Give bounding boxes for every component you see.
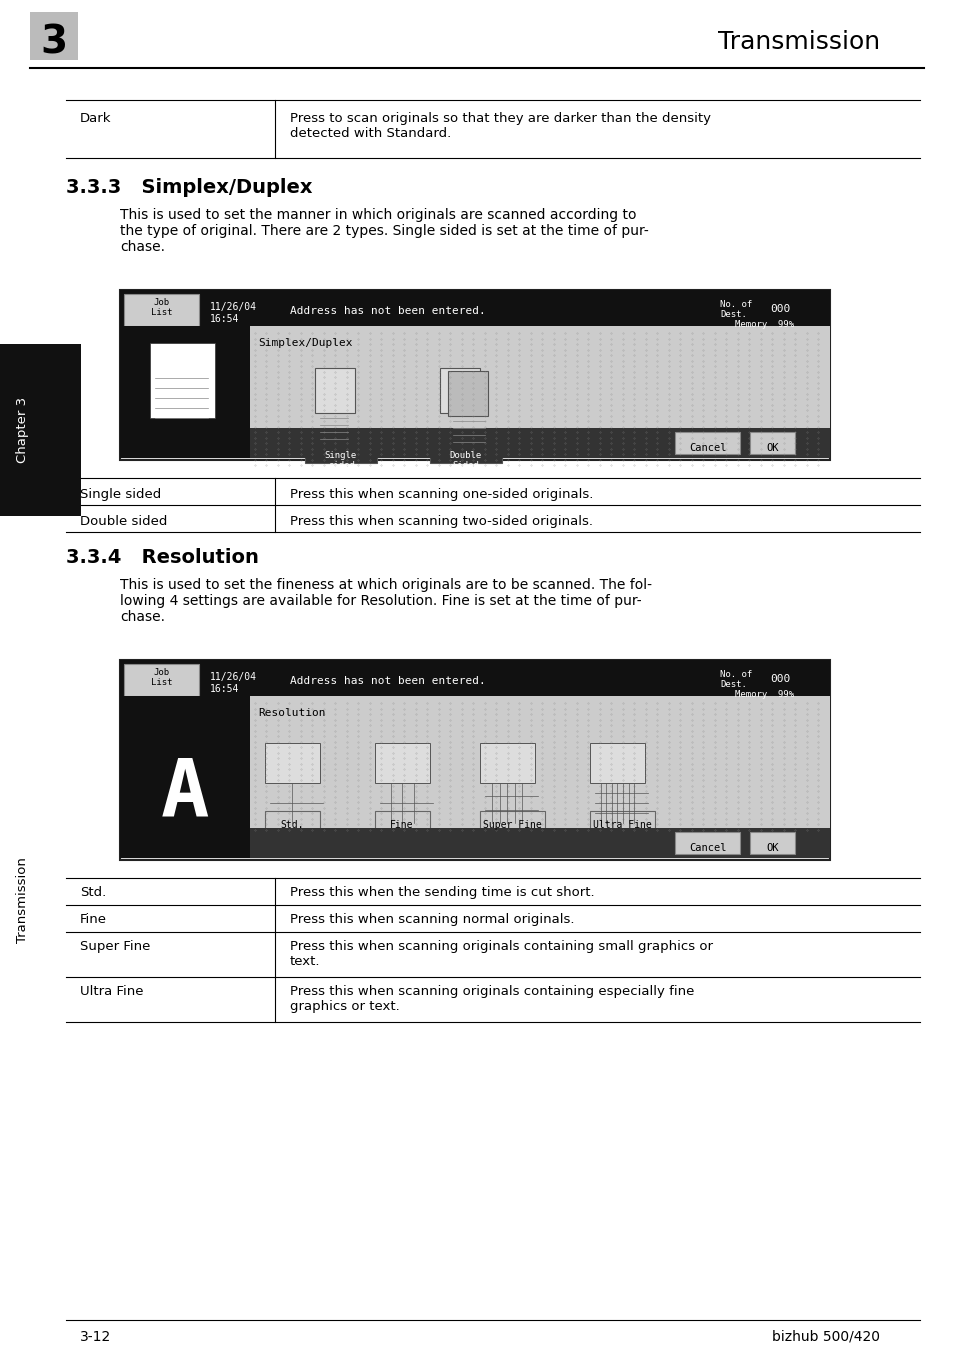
Text: Simplex/Duplex: Simplex/Duplex (257, 338, 352, 347)
Bar (479, 811, 544, 833)
Text: No. of: No. of (720, 671, 752, 679)
Text: Address has not been entered.: Address has not been entered. (290, 676, 485, 685)
Text: Fine: Fine (390, 821, 414, 830)
Bar (749, 831, 794, 854)
Text: No. of: No. of (720, 300, 752, 310)
Text: Press this when scanning originals containing small graphics or
text.: Press this when scanning originals conta… (290, 940, 712, 968)
Text: Single sided: Single sided (80, 488, 161, 502)
Bar (120, 326, 250, 458)
Text: Single
sided: Single sided (325, 452, 356, 470)
Bar (430, 443, 501, 462)
Text: OK: OK (766, 443, 779, 453)
Text: Fine: Fine (80, 913, 107, 926)
Text: Super Fine: Super Fine (482, 821, 540, 830)
Text: Press this when scanning originals containing especially fine
graphics or text.: Press this when scanning originals conta… (290, 986, 694, 1013)
Bar (150, 343, 214, 418)
Text: 3.3.3   Simplex/Duplex: 3.3.3 Simplex/Duplex (66, 178, 313, 197)
Bar (314, 368, 355, 412)
Bar (30, 12, 78, 59)
Text: Ultra Fine: Ultra Fine (80, 986, 143, 998)
Text: Press this when scanning one-sided originals.: Press this when scanning one-sided origi… (290, 488, 593, 502)
Text: Memory  99%: Memory 99% (734, 320, 793, 329)
Text: Ultra Fine: Ultra Fine (592, 821, 651, 830)
Text: Chapter 3: Chapter 3 (15, 397, 29, 464)
Text: Cancel: Cancel (688, 443, 726, 453)
Text: Job
List: Job List (152, 668, 172, 687)
Text: bizhub 500/420: bizhub 500/420 (771, 1330, 879, 1344)
Text: OK: OK (766, 844, 779, 853)
Bar (120, 289, 829, 460)
Text: Resolution: Resolution (257, 708, 325, 718)
Text: 16:54: 16:54 (210, 684, 239, 694)
Bar (675, 831, 740, 854)
Text: 3: 3 (40, 23, 68, 61)
Text: 000: 000 (769, 675, 789, 684)
Text: Double
Sided: Double Sided (450, 452, 481, 470)
Bar (120, 660, 829, 698)
Bar (375, 744, 430, 783)
Bar (375, 811, 430, 833)
Text: Press to scan originals so that they are darker than the density
detected with S: Press to scan originals so that they are… (290, 112, 710, 141)
Bar (120, 660, 829, 860)
Text: Cancel: Cancel (688, 844, 726, 853)
Bar (305, 443, 376, 462)
Text: Press this when the sending time is cut short.: Press this when the sending time is cut … (290, 886, 594, 899)
Bar (250, 827, 829, 859)
Text: 000: 000 (769, 304, 789, 314)
Bar (124, 293, 199, 326)
Text: Dest.: Dest. (720, 680, 746, 690)
Text: This is used to set the manner in which originals are scanned according to
the t: This is used to set the manner in which … (120, 208, 648, 254)
Bar (265, 744, 319, 783)
Bar (120, 289, 829, 329)
Text: Transmission: Transmission (15, 857, 29, 942)
Text: Job
List: Job List (152, 297, 172, 318)
Text: Std.: Std. (280, 821, 303, 830)
Text: 11/26/04: 11/26/04 (210, 672, 256, 681)
Bar (675, 433, 740, 454)
Text: Dark: Dark (80, 112, 112, 124)
Bar (448, 370, 488, 416)
Text: Transmission: Transmission (717, 30, 879, 54)
Text: 3-12: 3-12 (80, 1330, 112, 1344)
Text: Press this when scanning normal originals.: Press this when scanning normal original… (290, 913, 574, 926)
Bar (589, 811, 655, 833)
Bar (250, 326, 829, 458)
Text: Std.: Std. (80, 886, 106, 899)
Bar (250, 696, 829, 859)
Text: Memory  99%: Memory 99% (734, 690, 793, 699)
Text: 3.3.4   Resolution: 3.3.4 Resolution (66, 548, 258, 566)
Bar (124, 664, 199, 696)
Text: Address has not been entered.: Address has not been entered. (290, 306, 485, 316)
Bar (120, 696, 250, 859)
Bar (479, 744, 535, 783)
Text: Super Fine: Super Fine (80, 940, 151, 953)
Text: 16:54: 16:54 (210, 314, 239, 324)
Bar (265, 811, 319, 833)
Bar (749, 433, 794, 454)
Text: 11/26/04: 11/26/04 (210, 301, 256, 312)
Bar (439, 368, 479, 412)
Text: Press this when scanning two-sided originals.: Press this when scanning two-sided origi… (290, 515, 593, 529)
Text: Dest.: Dest. (720, 310, 746, 319)
Text: This is used to set the fineness at which originals are to be scanned. The fol-
: This is used to set the fineness at whic… (120, 579, 651, 625)
Bar (589, 744, 644, 783)
Text: A: A (161, 754, 209, 831)
Bar (250, 429, 829, 458)
Text: Double sided: Double sided (80, 515, 167, 529)
